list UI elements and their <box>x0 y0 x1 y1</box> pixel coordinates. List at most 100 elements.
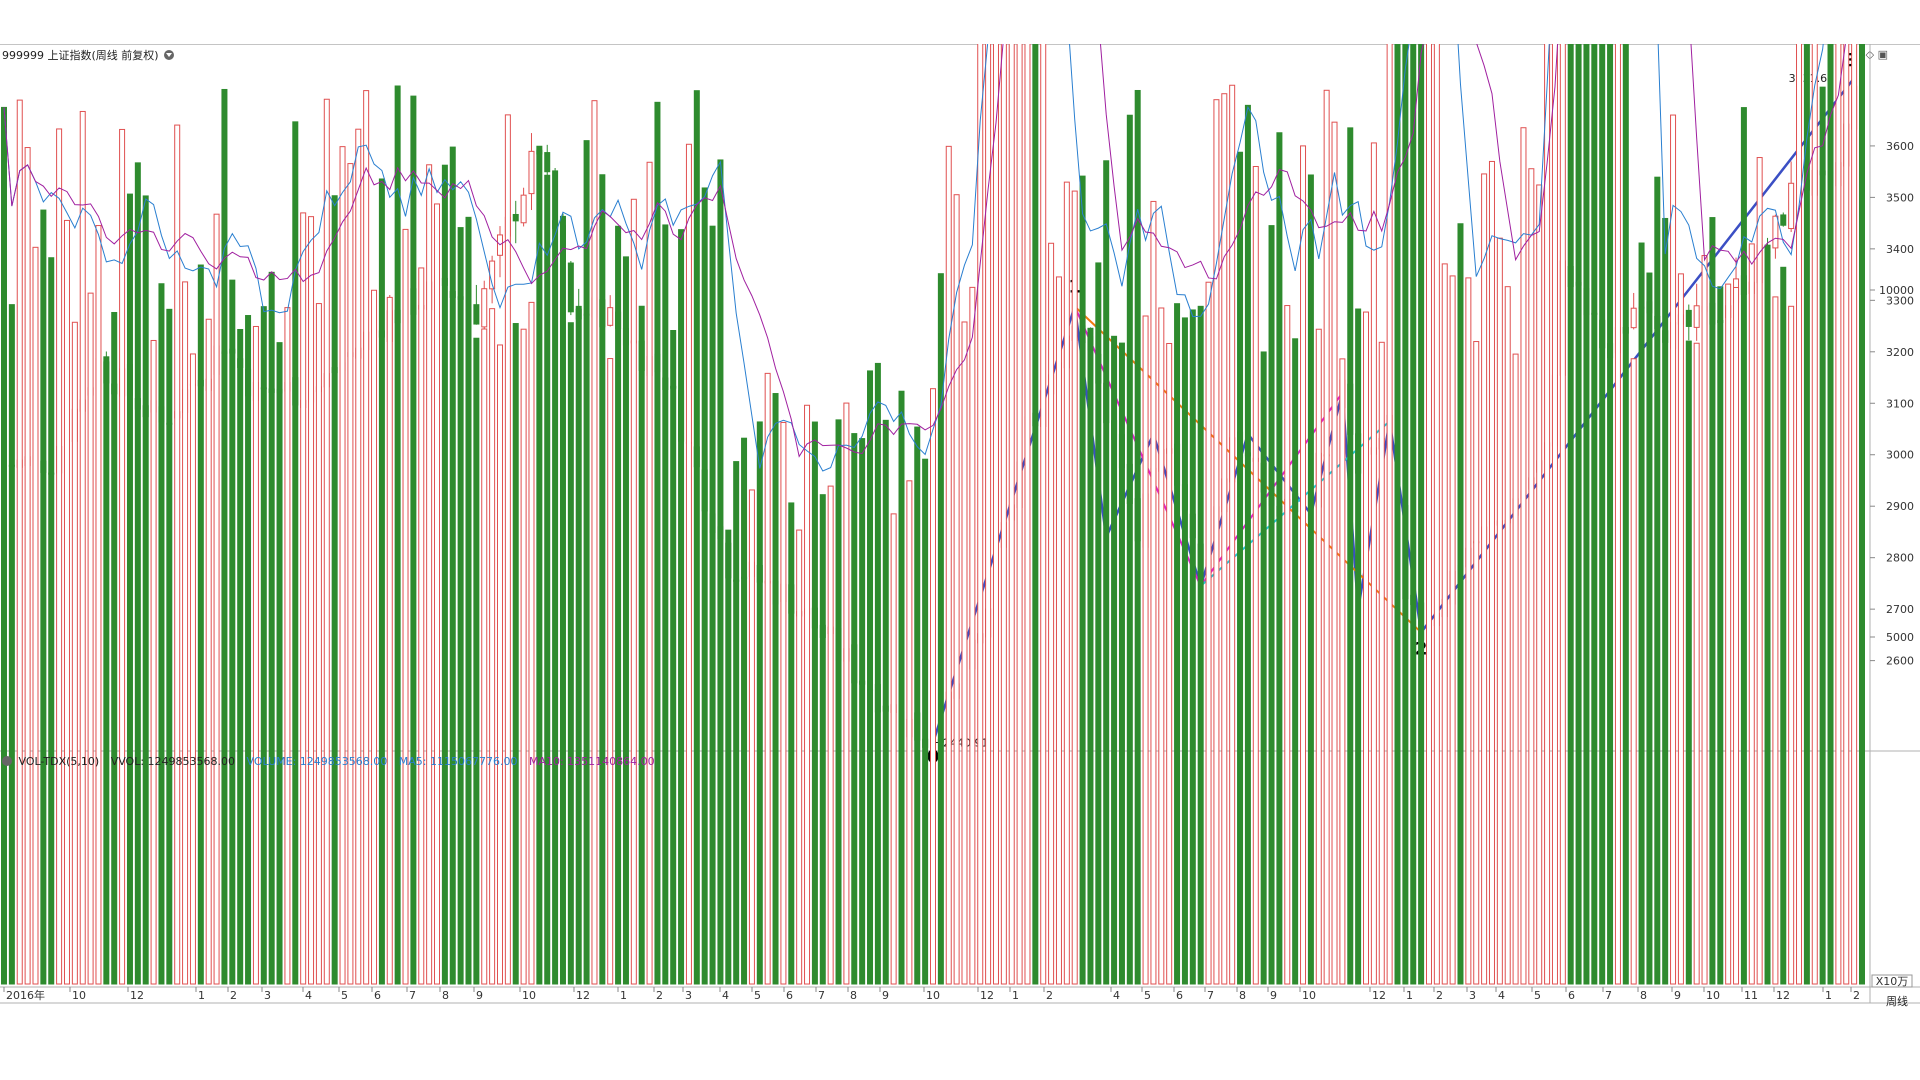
volume-bar <box>1024 44 1031 985</box>
volume-bar <box>1433 44 1440 985</box>
volume-bar <box>607 358 614 985</box>
volume-bar <box>1662 217 1669 985</box>
volume-bar <box>150 339 157 985</box>
volume-bar <box>1756 157 1763 985</box>
price-y-tick-label: 3000 <box>1886 449 1914 462</box>
x-axis-tick-label: 8 <box>850 989 857 1002</box>
volume-bar <box>292 121 299 985</box>
volume-bar <box>182 281 189 985</box>
volume-bar <box>32 246 39 985</box>
volume-bar <box>245 315 252 985</box>
chevron-down-icon[interactable] <box>2 756 12 766</box>
x-axis-tick-label: 1 <box>1012 989 1019 1002</box>
x-axis-tick-label: 1 <box>1406 989 1413 1002</box>
volume-bar <box>1599 44 1606 985</box>
volume-bar <box>260 306 267 985</box>
price-and-volume-chart[interactable]: 2600270028002900300031003200330034003500… <box>0 44 1920 1014</box>
candle-body <box>1693 305 1700 328</box>
x-axis-tick-label: 5 <box>1534 989 1541 1002</box>
volume-bar <box>134 162 141 985</box>
volume-bar <box>355 128 362 985</box>
candle-body <box>1685 309 1692 327</box>
volume-unit-label: X10万 <box>1876 975 1909 988</box>
x-axis-tick-label: 12 <box>980 989 994 1002</box>
x-axis-tick-label: 2 <box>656 989 663 1002</box>
volume-bar <box>811 421 818 985</box>
volume-bar <box>434 203 441 985</box>
volume-bar <box>874 362 881 985</box>
volume-bar <box>937 273 944 985</box>
volume-bar <box>1079 175 1086 985</box>
volume-bar <box>1701 255 1708 985</box>
volume-bar <box>16 99 23 985</box>
volume-bar <box>1638 242 1645 985</box>
x-axis-tick-label: 4 <box>1498 989 1505 1002</box>
volume-bar <box>1796 44 1803 985</box>
volume-bar <box>559 215 566 985</box>
volume-bar <box>347 163 354 985</box>
volume-bar <box>898 390 905 985</box>
candle-body <box>607 307 614 326</box>
ma10-value: MA10: 1351140864.00 <box>528 755 655 768</box>
volume-bar <box>701 187 708 985</box>
x-axis-tick-label: 7 <box>1605 989 1612 1002</box>
volume-bar <box>1591 44 1598 985</box>
x-axis-tick-label: 9 <box>882 989 889 1002</box>
candle-body <box>544 152 551 173</box>
volume-bar <box>95 225 102 985</box>
x-axis-tick-label: 7 <box>818 989 825 1002</box>
candle-body <box>567 262 574 313</box>
volume-indicator-name: VOL-TDX(5,10) <box>18 755 100 768</box>
chevron-down-icon[interactable] <box>164 50 175 60</box>
x-axis-tick-label: 9 <box>1674 989 1681 1002</box>
chart-title: 999999 上证指数(周线 前复权) <box>2 47 175 63</box>
volume-bar <box>1709 217 1716 985</box>
volume-bar <box>922 458 929 985</box>
volume-bar <box>1441 263 1448 985</box>
wave-main-line <box>931 77 1856 743</box>
volume-bar <box>1040 44 1047 985</box>
volume-bar <box>315 303 322 985</box>
volume-bar <box>465 216 472 985</box>
volume-bar <box>717 159 724 985</box>
volume-bar <box>1630 358 1637 985</box>
x-axis-tick-label: 12 <box>1776 989 1790 1002</box>
x-axis-tick-label: 10 <box>926 989 940 1002</box>
volume-bar <box>1252 166 1259 985</box>
ma10-line <box>3 44 1846 458</box>
volume-legend: VOL-TDX(5,10) VVOL: 1249853568.00 VOLUME… <box>2 755 663 768</box>
candle-body <box>552 170 559 230</box>
x-axis-tick-label: 12 <box>576 989 590 1002</box>
volume-bar <box>1095 262 1102 985</box>
x-axis-tick-label: 5 <box>341 989 348 1002</box>
volume-bar <box>1016 44 1023 985</box>
volume-bar <box>1063 181 1070 985</box>
volume-bar <box>504 114 511 985</box>
volume-bar <box>1339 358 1346 985</box>
volume-bar <box>40 209 47 985</box>
volume-bar <box>906 480 913 985</box>
candle-body <box>520 194 527 224</box>
x-axis-tick-label: 6 <box>1568 989 1575 1002</box>
panel-toggle-icon[interactable]: ▣ <box>1877 48 1888 61</box>
x-axis-tick-label: 10 <box>1302 989 1316 1002</box>
volume-bar <box>1670 114 1677 985</box>
volume-bar <box>1740 107 1747 985</box>
volume-bar <box>441 164 448 985</box>
x-axis-tick-label: 2 <box>1436 989 1443 1002</box>
x-axis-tick-label: 6 <box>1176 989 1183 1002</box>
volume-bar <box>1276 132 1283 985</box>
volume-bar <box>1000 44 1007 985</box>
x-axis-tick-label: 3 <box>264 989 271 1002</box>
volume-bar <box>772 393 779 985</box>
volume-bar <box>1693 342 1700 985</box>
period-label[interactable]: 周线 <box>1886 995 1908 1008</box>
volume-bar <box>961 321 968 985</box>
volume-bar <box>1748 243 1755 985</box>
volume-bar <box>1158 307 1165 985</box>
volume-bar <box>985 44 992 985</box>
volume-bar <box>1307 174 1314 985</box>
volume-bar <box>1008 44 1015 985</box>
candle-body <box>481 288 488 328</box>
volume-bar <box>851 433 858 985</box>
